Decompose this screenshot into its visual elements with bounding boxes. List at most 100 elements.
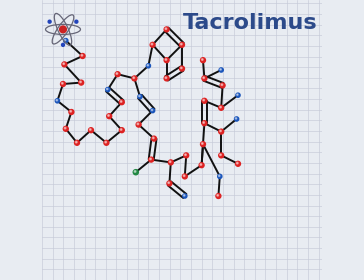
Text: Tacrolimus: Tacrolimus <box>183 13 318 32</box>
Circle shape <box>165 59 167 60</box>
Circle shape <box>119 128 124 133</box>
Circle shape <box>202 121 207 126</box>
Circle shape <box>153 137 154 139</box>
Circle shape <box>115 72 120 77</box>
Circle shape <box>69 109 74 115</box>
Circle shape <box>202 76 207 81</box>
Circle shape <box>63 126 68 131</box>
Circle shape <box>70 111 71 112</box>
Circle shape <box>55 99 59 103</box>
Circle shape <box>217 195 218 196</box>
Circle shape <box>64 39 66 41</box>
Circle shape <box>120 129 122 130</box>
Circle shape <box>164 76 169 81</box>
Circle shape <box>164 58 169 63</box>
Circle shape <box>164 27 169 32</box>
Circle shape <box>179 66 185 71</box>
Circle shape <box>136 122 141 127</box>
Circle shape <box>167 181 172 186</box>
Circle shape <box>236 161 241 166</box>
Circle shape <box>132 76 137 81</box>
Circle shape <box>200 164 202 165</box>
Circle shape <box>202 59 203 60</box>
Circle shape <box>202 98 207 103</box>
Circle shape <box>64 39 68 43</box>
Circle shape <box>236 118 237 119</box>
Circle shape <box>137 123 139 125</box>
Circle shape <box>219 68 223 72</box>
Circle shape <box>139 95 140 97</box>
Circle shape <box>220 106 221 108</box>
Circle shape <box>108 115 109 116</box>
Circle shape <box>147 65 149 66</box>
Circle shape <box>60 26 66 33</box>
Circle shape <box>146 64 150 68</box>
Circle shape <box>203 77 205 78</box>
Circle shape <box>63 63 64 64</box>
Circle shape <box>64 127 66 129</box>
Circle shape <box>133 77 135 78</box>
Circle shape <box>79 80 84 85</box>
Circle shape <box>107 114 112 119</box>
Circle shape <box>237 162 238 164</box>
Circle shape <box>184 153 189 158</box>
Circle shape <box>169 161 171 162</box>
Circle shape <box>75 141 77 143</box>
Circle shape <box>150 109 155 113</box>
Circle shape <box>62 43 64 46</box>
Circle shape <box>90 129 91 130</box>
Circle shape <box>120 101 122 102</box>
Circle shape <box>80 81 81 83</box>
Circle shape <box>88 128 94 133</box>
Circle shape <box>150 158 151 160</box>
Circle shape <box>165 77 167 78</box>
Circle shape <box>56 100 58 101</box>
Circle shape <box>181 67 182 69</box>
Circle shape <box>220 154 221 155</box>
Circle shape <box>106 88 110 92</box>
Circle shape <box>150 42 155 47</box>
Circle shape <box>185 154 186 155</box>
Circle shape <box>104 140 109 145</box>
Circle shape <box>80 53 85 59</box>
Circle shape <box>75 140 79 145</box>
Circle shape <box>81 55 83 56</box>
Circle shape <box>138 95 142 99</box>
Circle shape <box>182 174 187 179</box>
Circle shape <box>133 170 138 175</box>
Circle shape <box>151 43 153 45</box>
Circle shape <box>199 163 204 168</box>
Circle shape <box>220 69 221 70</box>
Circle shape <box>219 153 223 158</box>
Circle shape <box>105 141 107 143</box>
Circle shape <box>181 43 182 45</box>
Circle shape <box>168 182 170 183</box>
Circle shape <box>218 175 220 176</box>
Circle shape <box>62 62 67 67</box>
Circle shape <box>236 93 240 97</box>
Circle shape <box>116 73 118 74</box>
Circle shape <box>219 129 223 134</box>
Circle shape <box>219 105 223 110</box>
Circle shape <box>203 122 205 123</box>
Circle shape <box>107 88 108 90</box>
Circle shape <box>202 143 203 144</box>
Circle shape <box>183 194 187 198</box>
Circle shape <box>220 130 221 132</box>
Circle shape <box>62 83 63 84</box>
Circle shape <box>220 83 225 88</box>
Circle shape <box>149 157 154 162</box>
Circle shape <box>183 195 185 196</box>
Circle shape <box>218 174 222 179</box>
Circle shape <box>151 136 157 141</box>
Circle shape <box>134 171 136 172</box>
Circle shape <box>60 81 66 87</box>
Circle shape <box>168 160 173 165</box>
Circle shape <box>179 42 185 47</box>
Circle shape <box>237 94 238 95</box>
Circle shape <box>165 28 167 29</box>
Circle shape <box>216 193 221 199</box>
Circle shape <box>201 142 205 147</box>
Circle shape <box>151 109 153 111</box>
Circle shape <box>234 117 239 121</box>
